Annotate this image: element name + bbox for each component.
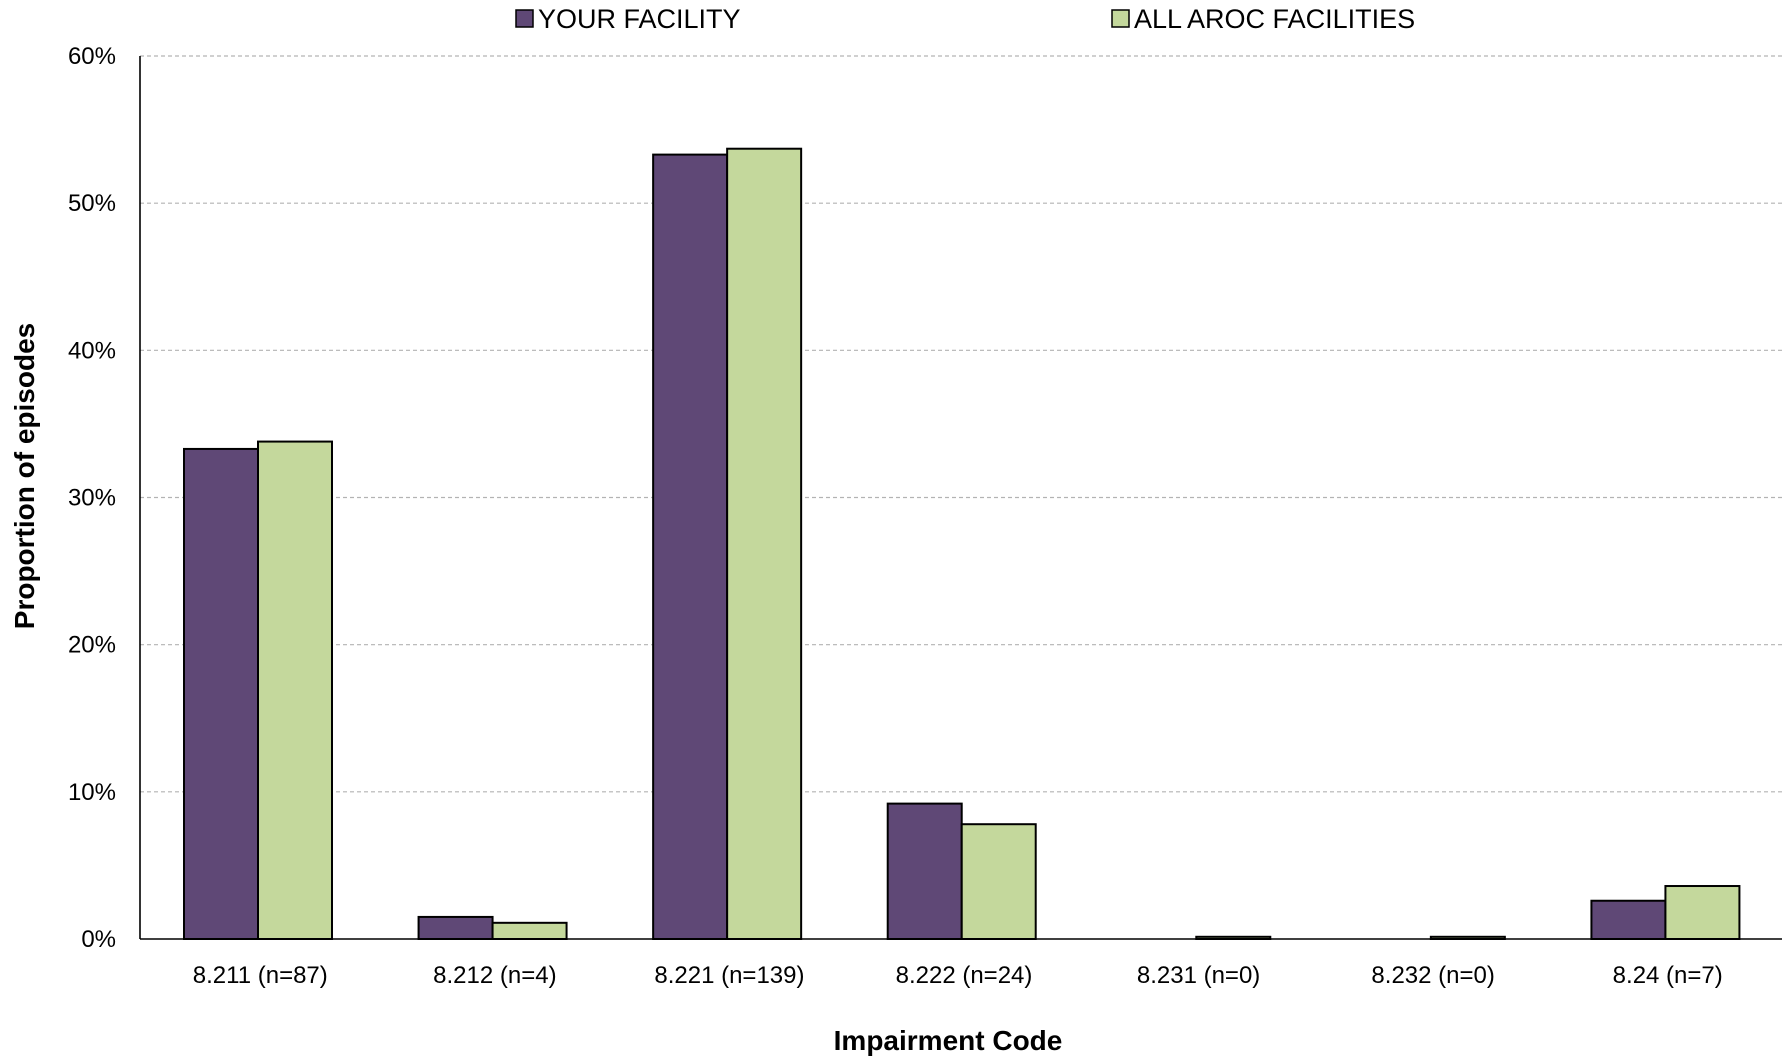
y-tick-label: 10% <box>68 779 116 806</box>
x-axis-title: Impairment Code <box>834 1025 1063 1056</box>
y-tick-labels: 0% 10% 20% 30% 40% 50% 60% <box>68 43 116 953</box>
x-category-label: 8.24 (n=7) <box>1613 962 1723 989</box>
bar-all-aroc-1 <box>491 921 568 940</box>
legend-swatch-0 <box>515 9 534 28</box>
bar-your-facility-2 <box>652 153 729 940</box>
y-tick-label: 20% <box>68 632 116 659</box>
legend-label-0: YOUR FACILITY <box>538 4 741 34</box>
bar-all-aroc-6 <box>1664 885 1741 941</box>
x-category-label: 8.212 (n=4) <box>433 962 556 989</box>
y-axis-title: Proportion of episodes <box>9 323 40 629</box>
x-category-label: 8.231 (n=0) <box>1137 962 1260 989</box>
bar-all-aroc-3 <box>960 823 1037 941</box>
x-category-labels: 8.211 (n=87) 8.212 (n=4) 8.221 (n=139) 8.22… <box>193 962 1723 989</box>
gridlines <box>140 55 1782 793</box>
bar-all-aroc-2 <box>726 147 803 940</box>
y-tick-label: 50% <box>68 190 116 217</box>
y-tick-label: 60% <box>68 43 116 70</box>
x-category-label: 8.211 (n=87) <box>193 962 328 989</box>
axes <box>139 56 1782 940</box>
bar-your-facility-3 <box>886 802 963 941</box>
legend: YOUR FACILITY ALL AROC FACILITIES <box>515 4 1415 34</box>
y-tick-label: 30% <box>68 485 116 512</box>
x-category-label: 8.222 (n=24) <box>896 962 1033 989</box>
bar-all-aroc-0 <box>257 440 333 940</box>
bar-your-facility-6 <box>1590 899 1667 941</box>
legend-label-1: ALL AROC FACILITIES <box>1134 4 1415 34</box>
y-tick-label: 40% <box>68 337 116 364</box>
y-tick-label: 0% <box>81 926 116 953</box>
bars <box>183 147 1741 941</box>
bar-your-facility-0 <box>183 447 259 940</box>
x-category-label: 8.232 (n=0) <box>1371 962 1494 989</box>
bar-your-facility-1 <box>417 915 494 940</box>
legend-swatch-1 <box>1111 9 1130 28</box>
x-category-label: 8.221 (n=139) <box>654 962 804 989</box>
